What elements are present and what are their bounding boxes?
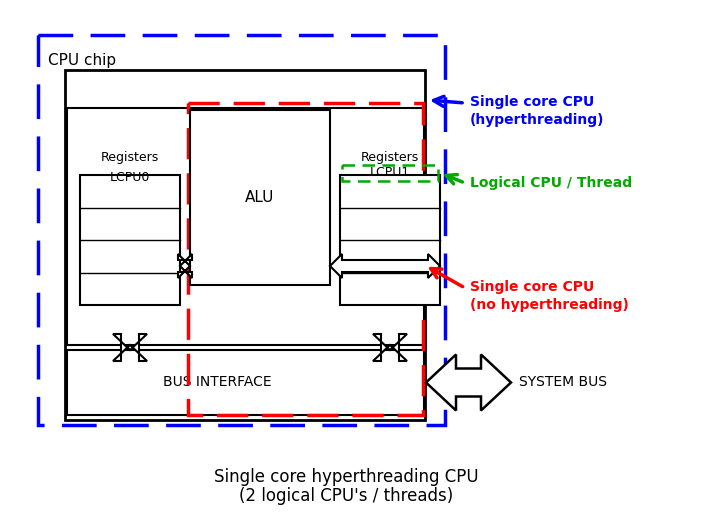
FancyBboxPatch shape [67,108,424,345]
FancyBboxPatch shape [65,70,425,420]
Text: Logical CPU / Thread: Logical CPU / Thread [470,176,632,190]
FancyBboxPatch shape [67,350,424,415]
Text: ALU: ALU [245,190,275,205]
Polygon shape [426,355,511,410]
Text: LCPU1: LCPU1 [370,166,410,179]
FancyBboxPatch shape [190,110,330,285]
Text: Registers: Registers [361,150,419,163]
Text: (no hyperthreading): (no hyperthreading) [470,298,629,312]
Text: Single core CPU: Single core CPU [470,95,594,109]
Text: Single core hyperthreading CPU: Single core hyperthreading CPU [214,468,479,486]
FancyBboxPatch shape [340,175,440,305]
Text: Single core CPU: Single core CPU [470,280,594,294]
Text: (2 logical CPU's / threads): (2 logical CPU's / threads) [240,487,453,505]
Text: CPU chip: CPU chip [48,53,116,68]
Polygon shape [330,254,440,278]
Text: Registers: Registers [101,150,159,163]
Text: LCPU0: LCPU0 [110,171,150,184]
FancyBboxPatch shape [80,175,180,305]
Text: SYSTEM BUS: SYSTEM BUS [519,375,607,389]
Polygon shape [373,334,407,361]
Polygon shape [113,334,147,361]
Text: BUS INTERFACE: BUS INTERFACE [163,375,271,389]
Text: (hyperthreading): (hyperthreading) [470,113,605,127]
Polygon shape [178,254,192,278]
